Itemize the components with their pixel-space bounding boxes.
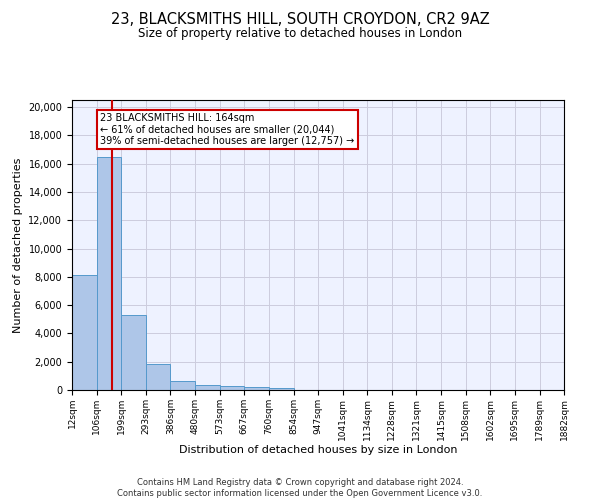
Text: Size of property relative to detached houses in London: Size of property relative to detached ho… — [138, 28, 462, 40]
Text: 23 BLACKSMITHS HILL: 164sqm
← 61% of detached houses are smaller (20,044)
39% of: 23 BLACKSMITHS HILL: 164sqm ← 61% of det… — [100, 112, 355, 146]
Bar — [269, 388, 293, 390]
Bar — [244, 387, 269, 390]
Bar — [195, 386, 220, 390]
Bar — [170, 381, 195, 390]
Text: Contains HM Land Registry data © Crown copyright and database right 2024.
Contai: Contains HM Land Registry data © Crown c… — [118, 478, 482, 498]
Y-axis label: Number of detached properties: Number of detached properties — [13, 158, 23, 332]
Bar — [121, 315, 146, 390]
Bar — [220, 386, 244, 390]
Bar — [97, 156, 121, 390]
X-axis label: Distribution of detached houses by size in London: Distribution of detached houses by size … — [179, 446, 457, 456]
Bar — [146, 364, 170, 390]
Text: 23, BLACKSMITHS HILL, SOUTH CROYDON, CR2 9AZ: 23, BLACKSMITHS HILL, SOUTH CROYDON, CR2… — [110, 12, 490, 28]
Bar — [72, 276, 97, 390]
